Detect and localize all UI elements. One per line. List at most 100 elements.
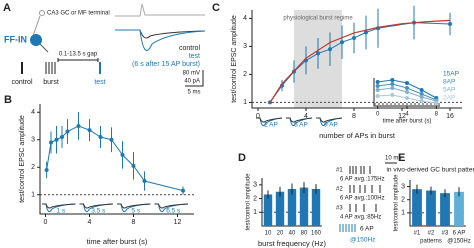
trace	[117, 203, 151, 209]
legend-label: 5AP	[443, 87, 455, 94]
point	[419, 95, 424, 99]
group-label: patterns	[420, 239, 442, 245]
chart-title: in vivo-derived GC burst patterns	[386, 167, 474, 174]
bar	[299, 187, 309, 226]
x-axis-label: burst frequency (Hz)	[258, 239, 326, 248]
x-tick-label: 6 AP	[453, 231, 466, 237]
y-axis-label: test/control amplitude	[394, 174, 400, 232]
point	[60, 135, 64, 139]
trace-label: 3.5 s	[91, 208, 106, 215]
trace-label: 5 AP	[294, 122, 308, 129]
trace	[42, 203, 76, 209]
bar	[426, 190, 436, 226]
protocol-label: burst	[43, 79, 59, 86]
x-axis-label: number of APs in burst	[319, 131, 396, 140]
point	[120, 152, 125, 157]
trace	[286, 117, 313, 123]
test-trace	[115, 29, 206, 51]
bar	[454, 191, 464, 226]
x-tick-label: 0	[376, 112, 380, 118]
x-tick-label: 4	[88, 219, 92, 226]
trace	[79, 203, 114, 209]
x-tick-label: 4	[304, 113, 308, 120]
spike-pattern	[349, 204, 377, 212]
x-tick-label: #3	[442, 231, 449, 237]
point	[405, 86, 409, 90]
y-axis-label: test/control amplitude	[246, 173, 252, 231]
point	[390, 86, 395, 90]
scale-label: 40 pA	[184, 79, 200, 85]
y-tick-label: 1	[31, 192, 35, 199]
y-tick-label: 1	[401, 210, 405, 217]
bar	[440, 193, 450, 226]
x-tick-label: 12	[174, 219, 182, 226]
trace	[316, 117, 343, 123]
y-tick-label: 2	[253, 195, 257, 202]
scale-bar	[185, 70, 204, 87]
gap-arrow	[57, 58, 99, 62]
y-axis-label: test/control EPSC amplitude	[231, 15, 238, 103]
y-tick-label: 1	[243, 99, 247, 106]
point	[419, 92, 424, 96]
axes	[373, 78, 440, 107]
bar	[263, 194, 273, 226]
region-label: physiological burst regime	[283, 16, 353, 22]
point	[405, 81, 409, 85]
voltage-trace	[115, 3, 205, 17]
point	[390, 82, 395, 86]
point	[76, 124, 81, 128]
x-tick-label: 80	[301, 231, 308, 237]
legend-label: (6 s after 15 AP burst)	[132, 61, 200, 68]
point	[375, 94, 380, 98]
electrode	[39, 43, 49, 53]
pattern-label: 6 AP avg.:100Hz	[340, 196, 385, 202]
x-tick-label: 8	[132, 219, 136, 226]
point	[98, 135, 103, 139]
cell-label: FF-IN	[4, 34, 27, 44]
x-tick-label: 0	[256, 113, 260, 120]
point	[364, 30, 368, 35]
y-tick-label: 2	[243, 71, 247, 78]
point	[328, 47, 332, 52]
x-tick-label: 4	[405, 112, 409, 118]
point	[405, 90, 409, 94]
point	[44, 168, 49, 172]
trace-label: 9 AP	[324, 122, 338, 129]
neuron	[30, 34, 42, 46]
panel-letter: E	[398, 152, 405, 164]
x-tick-label: 160	[311, 231, 322, 237]
y-tick-label: 3	[253, 182, 257, 189]
axon	[32, 15, 41, 37]
y-tick-label: 2	[31, 164, 35, 171]
trace-label: 2 AP	[264, 122, 278, 129]
legend-label: 15AP	[443, 71, 459, 78]
spike-pattern	[339, 224, 356, 232]
spike-pattern	[349, 185, 381, 193]
input-label: CA3 GC or MF terminal	[47, 11, 110, 17]
scale-label: 5 ms	[187, 90, 200, 96]
point	[316, 51, 320, 56]
point	[87, 128, 92, 133]
pattern-label: 6 AP avg.:175Hz	[340, 177, 385, 183]
panel-letter: D	[238, 152, 246, 164]
x-tick-label: 8	[435, 112, 439, 118]
point	[405, 96, 409, 100]
x-tick-label: #2	[428, 231, 435, 237]
point	[109, 137, 114, 142]
terminal-icon	[39, 10, 45, 16]
bar	[311, 188, 321, 226]
point	[375, 88, 380, 92]
x-tick-label: 12	[398, 113, 406, 120]
trace-label: 6.5 s	[166, 208, 181, 215]
x-tick-label: 8	[352, 113, 356, 120]
pattern-id: #3	[336, 206, 343, 212]
point	[352, 36, 356, 40]
x-tick-label: 10	[265, 231, 272, 237]
y-tick-label: 3	[31, 137, 35, 144]
y-tick-label: 4	[31, 109, 35, 116]
panel-letter: C	[212, 2, 220, 14]
y-tick-label: 2	[401, 197, 405, 204]
x-axis-label: time after burst (s)	[87, 237, 148, 246]
x-tick-label: #1	[414, 231, 421, 237]
